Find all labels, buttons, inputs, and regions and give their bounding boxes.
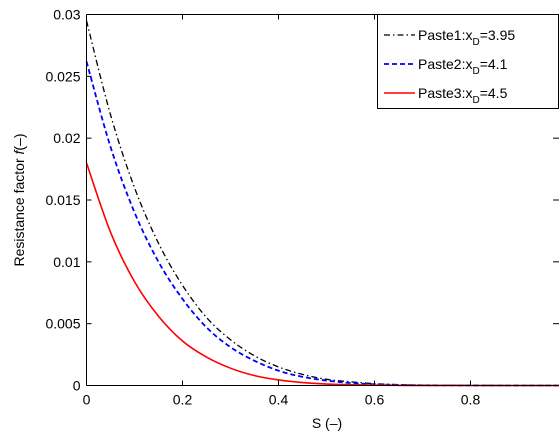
legend-label-2-sub: D [472,66,479,77]
legend-label-2-main: Paste2:x [418,56,472,72]
x-tick-label-0: 0 [83,392,91,408]
x-tick-label-1: 0.2 [173,392,193,408]
legend-label-3: Paste3:xD=4.5 [418,85,508,106]
x-axis-label: S (–) [312,415,342,431]
legend-label-3-sub: D [472,95,479,106]
y-tick-label-4: 0.02 [53,130,80,146]
y-tick-label-5: 0.025 [45,68,80,84]
ticks-layer: 0 0.2 0.4 0.6 0.8 0 0.005 0.01 0.015 0.02 0.025 0.0… [45,7,559,408]
x-tick-label-2: 0.4 [269,392,289,408]
legend-label-1-main: Paste1:x [418,27,472,43]
y-tick-label-2: 0.01 [53,254,80,270]
legend: Paste1:xD=3.95 Paste2:xD=4.1 Paste3:xD=4… [377,14,559,109]
legend-label-3-main: Paste3:x [418,85,472,101]
legend-label-2: Paste2:xD=4.1 [418,56,508,77]
legend-label-3-tail: =4.5 [480,85,508,101]
y-axis-label-symbol: f [11,148,27,154]
y-tick-label-6: 0.03 [53,7,80,23]
x-tick-label-3: 0.6 [365,392,385,408]
legend-label-1-sub: D [472,37,479,48]
series-line-2 [85,61,559,387]
x-tick-label-4: 0.8 [461,392,481,408]
legend-label-2-tail: =4.1 [480,56,508,72]
y-tick-label-3: 0.015 [45,192,80,208]
legend-label-1-tail: =3.95 [480,27,516,43]
y-tick-label-1: 0.005 [45,316,80,332]
y-tick-label-0: 0 [73,378,81,394]
y-axis-label: Resistance factor f(–) [11,133,27,266]
y-axis-label-unit: (–) [11,133,27,150]
legend-label-1: Paste1:xD=3.95 [418,27,515,48]
y-axis-label-main: Resistance factor [11,154,27,266]
